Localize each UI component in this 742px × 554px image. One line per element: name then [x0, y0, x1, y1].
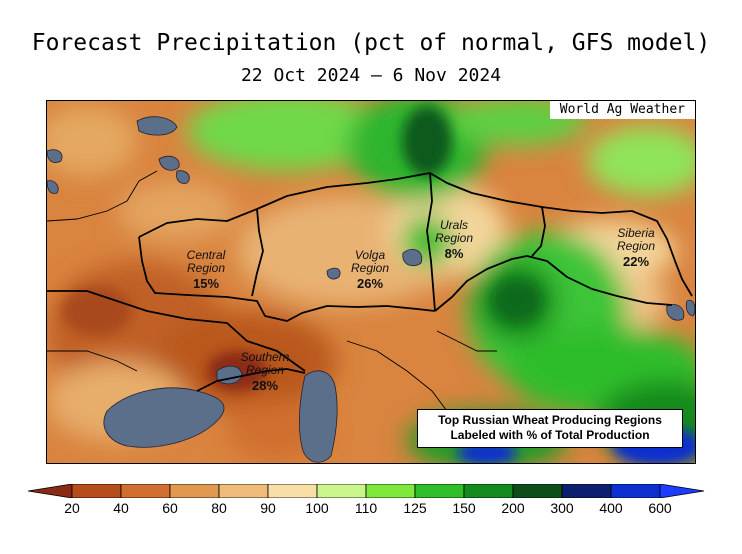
- legend-swatch: [659, 484, 705, 498]
- map-canvas: [47, 101, 695, 463]
- precip-field: [47, 101, 695, 463]
- watermark: World Ag Weather: [549, 101, 695, 119]
- southern-inner-border: [196, 368, 306, 392]
- urals-siberia-border: [531, 206, 546, 257]
- legend-swatch: [414, 484, 465, 498]
- region-name: Region: [616, 239, 656, 253]
- legend-tick-label: 600: [648, 500, 672, 516]
- date-range-subtitle: 22 Oct 2024 — 6 Nov 2024: [240, 65, 502, 86]
- legend-tick-label: 400: [599, 500, 623, 516]
- black-sea: [103, 387, 225, 448]
- region-percent: 22%: [622, 254, 650, 269]
- annotation-box: Top Russian Wheat Producing Regions Labe…: [417, 409, 683, 448]
- legend-swatch: [218, 484, 269, 498]
- region-label-southern: Southern Region 28%: [225, 350, 305, 393]
- legend-swatch: [512, 484, 563, 498]
- legend-swatch: [316, 484, 367, 498]
- annotation-line-2: Labeled with % of Total Production: [450, 428, 650, 442]
- water-bodies: [47, 116, 695, 463]
- legend-swatch: [561, 484, 612, 498]
- caspian-sea: [298, 370, 338, 463]
- region-percent: 28%: [251, 378, 279, 393]
- legend-tick-label: 20: [64, 500, 80, 516]
- region-name: Central: [186, 248, 226, 262]
- legend-colorbar: [28, 484, 705, 498]
- region-name: Siberia: [617, 226, 655, 240]
- legend-swatch: [365, 484, 416, 498]
- ukraine-border: [47, 290, 306, 372]
- central-southern-border: [138, 236, 436, 322]
- region-label-central: Central Region 15%: [171, 248, 241, 291]
- region-name: Urals: [439, 218, 468, 232]
- legend-tick-label: 200: [501, 500, 525, 516]
- legend-tick-label: 300: [550, 500, 574, 516]
- legend-swatch: [120, 484, 171, 498]
- legend-swatch: [267, 484, 318, 498]
- urals-siberia-southern-border: [434, 255, 673, 312]
- region-name: Volga: [354, 248, 386, 262]
- map-title: Forecast Precipitation (pct of normal, G…: [31, 30, 711, 56]
- region-name: Southern: [240, 350, 290, 364]
- region-label-urals: Urals Region 8%: [419, 218, 489, 261]
- legend-tick-label: 90: [260, 500, 276, 516]
- annotation-line-1: Top Russian Wheat Producing Regions: [438, 413, 662, 427]
- legend-tick-label: 125: [403, 500, 427, 516]
- legend-tick-label: 110: [354, 500, 378, 516]
- central-volga-border: [251, 208, 264, 297]
- region-label-siberia: Siberia Region 22%: [601, 226, 671, 269]
- legend-swatch: [463, 484, 514, 498]
- legend-swatch: [71, 484, 122, 498]
- legend-tick-label: 40: [113, 500, 129, 516]
- central-volga-urals-siberia-northern-border: [138, 172, 693, 297]
- region-percent: 15%: [192, 276, 220, 291]
- legend-tick-label: 150: [452, 500, 476, 516]
- region-name: Region: [434, 231, 474, 245]
- region-name: Region: [245, 363, 285, 377]
- region-name: Region: [186, 261, 226, 275]
- region-borders: [47, 172, 693, 392]
- volga-urals-border: [426, 172, 436, 312]
- country-borders: [47, 170, 497, 412]
- region-label-volga: Volga Region 26%: [335, 248, 405, 291]
- legend-swatch: [28, 484, 73, 498]
- region-percent: 8%: [444, 246, 464, 261]
- legend-swatches: [28, 484, 705, 498]
- legend-tick-label: 80: [211, 500, 227, 516]
- legend-tick-label: 60: [162, 500, 178, 516]
- legend-tick-label: 100: [305, 500, 329, 516]
- legend-swatch: [169, 484, 220, 498]
- region-name: Region: [350, 261, 390, 275]
- region-percent: 26%: [356, 276, 384, 291]
- legend-swatch: [610, 484, 661, 498]
- precipitation-map: World Ag Weather Central Region 15% Volg…: [46, 100, 696, 464]
